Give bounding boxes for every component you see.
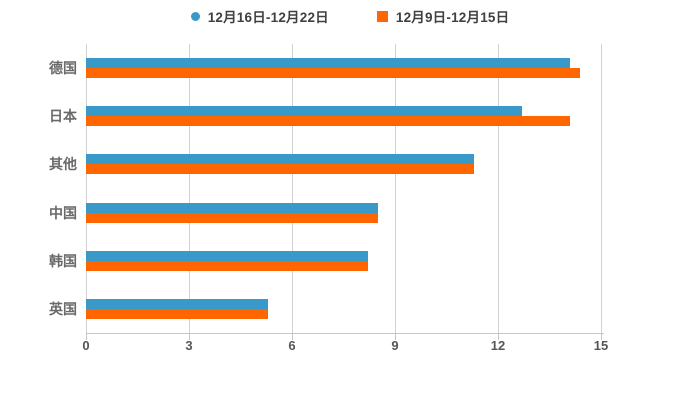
bar-series-0-0[interactable] (86, 58, 571, 69)
bar-series-1-4[interactable] (86, 260, 368, 271)
bar-series-1-1[interactable] (86, 116, 571, 127)
category-band-2: 其他 (49, 140, 601, 188)
gridline-x-0 (86, 44, 87, 333)
legend-label: 12月16日-12月22日 (207, 10, 329, 25)
x-axis-tick-label: 9 (391, 338, 399, 353)
x-axis-tick-0 (86, 334, 87, 340)
bar-series-0-3[interactable] (86, 202, 378, 213)
gridline-x-9 (395, 44, 396, 333)
gridline-x-12 (498, 44, 499, 333)
legend-item-series-0[interactable]: 12月16日-12月22日 (190, 6, 329, 26)
gridline-x-6 (292, 44, 293, 333)
square-marker-icon (376, 10, 388, 22)
gridline-x-3 (189, 44, 190, 333)
x-axis-tick-12 (498, 334, 499, 340)
bar-series-0-5[interactable] (86, 298, 268, 309)
legend-label: 12月9日-12月15日 (395, 10, 510, 25)
circle-marker-icon (190, 11, 200, 21)
bar-series-0-1[interactable] (86, 106, 523, 117)
bar-series-0-2[interactable] (86, 154, 474, 165)
category-label: 其他 (49, 156, 77, 173)
bar-series-1-3[interactable] (86, 212, 378, 223)
category-band-0: 德国 (49, 44, 601, 92)
category-label: 韩国 (49, 252, 77, 269)
category-label: 日本 (49, 108, 77, 125)
x-axis-tick-9 (395, 334, 396, 340)
category-band-1: 日本 (49, 92, 601, 140)
plot-area: 德国日本其他中国韩国英国 (49, 44, 602, 333)
bar-series-1-2[interactable] (86, 164, 474, 175)
category-band-4: 韩国 (49, 237, 601, 285)
category-label: 英国 (49, 300, 77, 317)
x-axis-tick-label: 12 (490, 338, 506, 353)
x-axis-tick-15 (601, 334, 602, 340)
gridline-x-15 (601, 44, 602, 333)
category-band-3: 中国 (49, 188, 601, 236)
category-label: 德国 (49, 60, 77, 77)
bar-series-0-4[interactable] (86, 250, 368, 261)
bar-series-1-5[interactable] (86, 308, 268, 319)
category-band-5: 英国 (49, 285, 601, 333)
x-axis-tick-6 (292, 334, 293, 340)
category-label: 中国 (49, 204, 77, 221)
bar-series-1-0[interactable] (86, 68, 581, 79)
x-axis-tick-label: 6 (288, 338, 296, 353)
legend-item-series-1[interactable]: 12月9日-12月15日 (376, 6, 510, 26)
x-axis-tick-label: 3 (185, 338, 193, 353)
legend: 12月16日-12月22日 12月9日-12月15日 (0, 6, 700, 26)
x-axis-line (86, 333, 604, 334)
x-axis-tick-3 (189, 334, 190, 340)
x-axis-tick-label: 15 (593, 338, 609, 353)
x-axis-tick-label: 0 (82, 338, 90, 353)
